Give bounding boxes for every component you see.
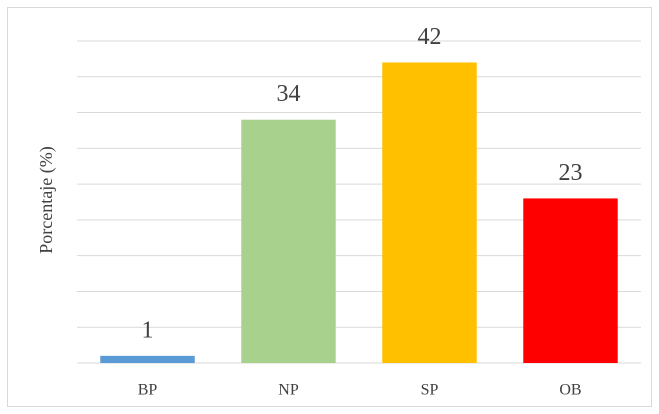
- x-tick-label: BP: [138, 382, 158, 399]
- x-tick-label: SP: [421, 382, 439, 399]
- x-tick-label: NP: [278, 382, 299, 399]
- data-label: 42: [418, 24, 442, 50]
- data-label: 23: [559, 160, 583, 186]
- x-tick-label: OB: [559, 382, 581, 399]
- bar: [382, 62, 477, 363]
- data-label: 1: [142, 317, 154, 343]
- bar: [241, 119, 336, 363]
- y-axis-label: Porcentaje (%): [36, 146, 57, 253]
- bar: [523, 198, 618, 363]
- data-label: 34: [277, 81, 301, 107]
- bar: [100, 355, 195, 363]
